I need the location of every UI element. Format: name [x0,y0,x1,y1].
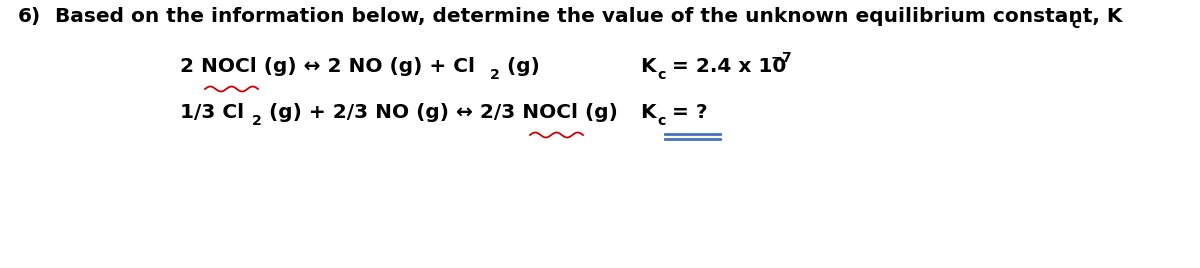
Text: (g): (g) [500,57,540,76]
Text: c: c [658,114,665,128]
Text: = 2.4 x 10: = 2.4 x 10 [665,57,786,76]
Text: 1/3 Cl: 1/3 Cl [180,103,244,122]
Text: −7: −7 [770,51,792,65]
Text: K: K [640,103,655,122]
Text: 2: 2 [252,114,262,128]
Text: (g) + 2/3 NO (g) ↔ 2/3 NOCl (g): (g) + 2/3 NO (g) ↔ 2/3 NOCl (g) [262,103,618,122]
Text: .: . [1084,7,1091,26]
Text: 2: 2 [490,68,500,82]
Text: c: c [1072,17,1079,31]
Text: 6): 6) [18,7,41,26]
Text: = ?: = ? [665,103,708,122]
Text: 2 NOCl (g) ↔ 2 NO (g) + Cl: 2 NOCl (g) ↔ 2 NO (g) + Cl [180,57,475,76]
Text: K: K [640,57,655,76]
Text: Based on the information below, determine the value of the unknown equilibrium c: Based on the information below, determin… [55,7,1122,26]
Text: c: c [658,68,665,82]
